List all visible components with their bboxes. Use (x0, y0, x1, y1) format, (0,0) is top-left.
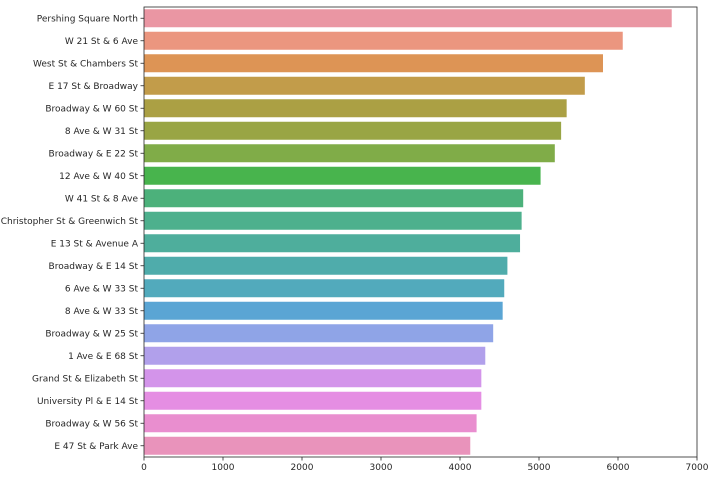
bar (144, 324, 494, 343)
bar (144, 99, 567, 118)
bar (144, 414, 477, 433)
bar (144, 166, 541, 185)
x-tick-label: 3000 (370, 463, 393, 473)
bar (144, 9, 672, 28)
bars-group (144, 9, 672, 455)
x-ticks: 0 1000 2000 3000 4000 5000 6000 7000 (141, 457, 709, 473)
y-tick-label: 12 Ave & W 40 St (59, 172, 138, 182)
x-tick-label: 0 (141, 463, 147, 473)
y-tick-label: Pershing Square North (37, 14, 138, 24)
y-tick-labels: Pershing Square North W 21 St & 6 Ave West… (1, 14, 144, 452)
y-tick-label: Christopher St & Greenwich St (1, 217, 139, 227)
x-tick-label: 2000 (291, 463, 314, 473)
bar (144, 76, 585, 95)
y-tick-label: University Pl & E 14 St (37, 397, 139, 407)
y-tick-label: 8 Ave & W 33 St (65, 307, 139, 317)
bar (144, 346, 486, 365)
bar (144, 189, 524, 208)
bar (144, 279, 505, 298)
y-tick-label: Grand St & Elizabeth St (32, 374, 138, 384)
y-tick-label: Broadway & E 14 St (49, 262, 139, 272)
bar (144, 369, 482, 388)
y-tick-label: W 41 St & 8 Ave (65, 194, 139, 204)
plot-frame (143, 6, 698, 458)
y-tick-label: E 17 St & Broadway (49, 82, 139, 92)
bar (144, 301, 503, 320)
bar (144, 31, 623, 50)
y-tick-label: 6 Ave & W 33 St (65, 284, 139, 294)
x-tick-label: 7000 (686, 463, 709, 473)
x-tick-label: 1000 (212, 463, 235, 473)
y-tick-label: Broadway & W 56 St (45, 419, 138, 429)
y-tick-label: 1 Ave & E 68 St (68, 352, 138, 362)
bar (144, 391, 482, 410)
y-tick-label: E 13 St & Avenue A (51, 239, 139, 249)
bar (144, 256, 508, 275)
y-tick-label: W 21 St & 6 Ave (65, 37, 139, 47)
x-tick-label: 5000 (528, 463, 551, 473)
bar (144, 144, 555, 163)
bar (144, 54, 603, 73)
y-tick-label: Broadway & W 60 St (45, 104, 138, 114)
x-tick-label: 6000 (607, 463, 630, 473)
y-tick-label: West St & Chambers St (33, 59, 138, 69)
y-tick-label: Broadway & W 25 St (45, 329, 138, 339)
y-tick-label: 8 Ave & W 31 St (65, 127, 139, 137)
bar (144, 121, 562, 140)
y-tick-label: E 47 St & Park Ave (54, 442, 138, 452)
bar (144, 436, 471, 455)
bar (144, 234, 521, 253)
y-tick-label: Broadway & E 22 St (49, 149, 139, 159)
x-tick-label: 4000 (449, 463, 472, 473)
bar (144, 211, 522, 230)
